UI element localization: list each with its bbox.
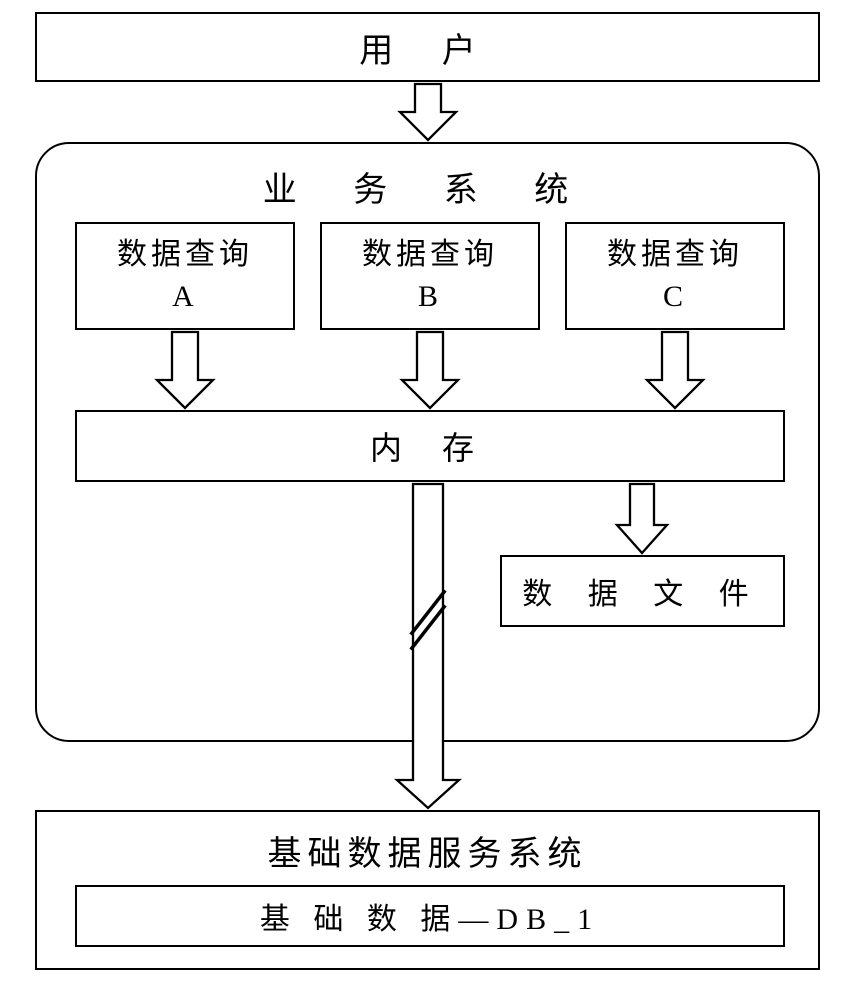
node-query-c-label: 数据查询C: [607, 234, 743, 318]
node-biz-system-label: 业 务 系 统: [37, 162, 818, 211]
node-user-label: 用 户: [359, 23, 496, 72]
diagram-canvas: 用 户 业 务 系 统 数据查询A 数据查询B 数据查询C 内 存 数 据 文 …: [0, 0, 853, 1000]
node-base-db-label: 基 础 数 据—DB_1: [260, 894, 600, 938]
node-query-b-label: 数据查询B: [362, 234, 498, 318]
node-user: 用 户: [35, 12, 820, 82]
node-query-a-label: 数据查询A: [117, 234, 253, 318]
node-data-file-label: 数 据 文 件: [522, 569, 763, 613]
node-query-a: 数据查询A: [75, 222, 295, 330]
node-data-file: 数 据 文 件: [500, 555, 785, 627]
node-memory-label: 内 存: [370, 423, 490, 469]
node-memory: 内 存: [75, 410, 785, 482]
node-base-system-label: 基础数据服务系统: [37, 826, 818, 875]
node-base-db: 基 础 数 据—DB_1: [75, 885, 785, 947]
node-query-c: 数据查询C: [565, 222, 785, 330]
node-query-b: 数据查询B: [320, 222, 540, 330]
arrow-a_user_biz: [400, 84, 456, 140]
